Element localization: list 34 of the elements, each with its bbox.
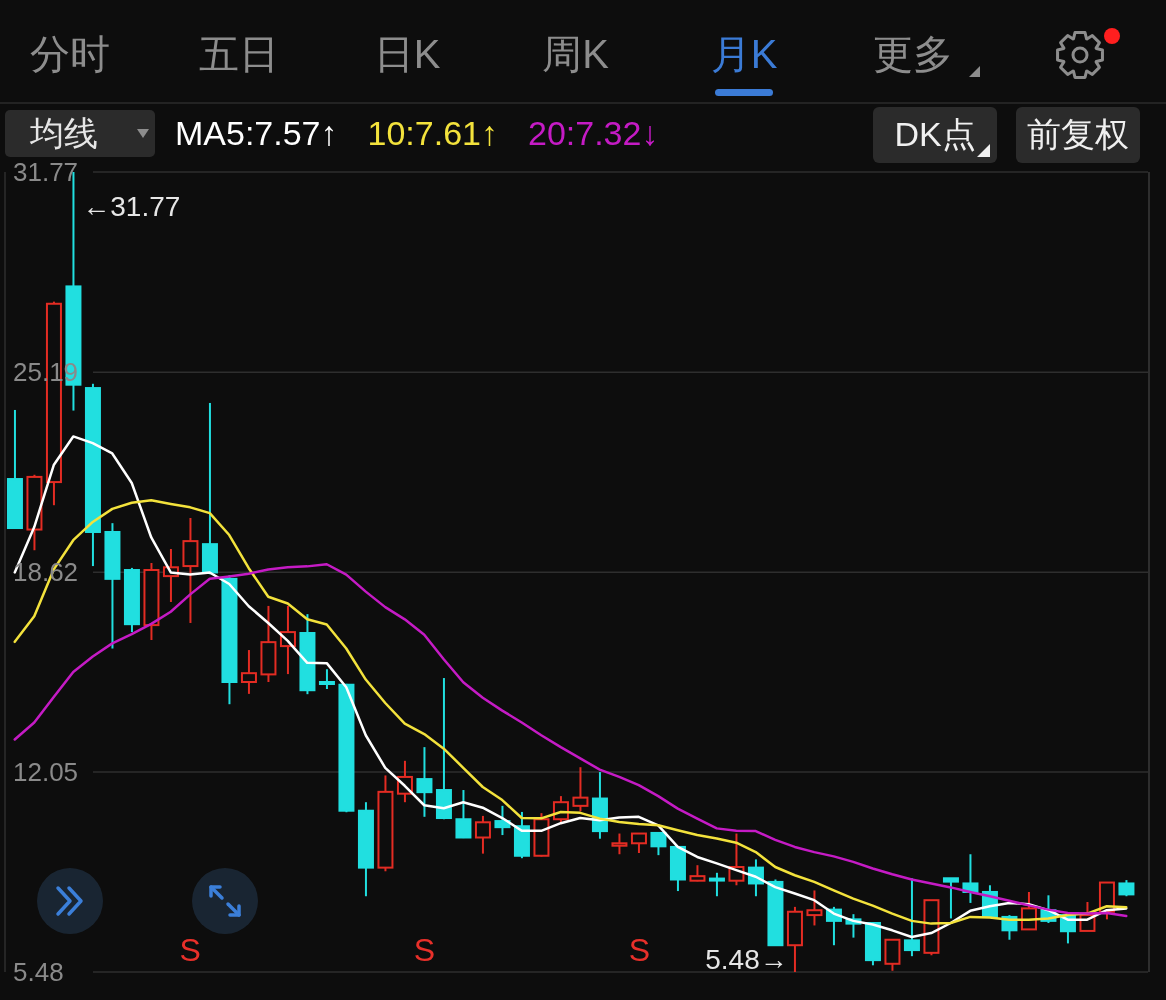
candlestick — [708, 871, 725, 898]
button: 前复权 — [1016, 107, 1140, 163]
text: 日K — [373, 32, 441, 76]
annotation: S — [628, 932, 651, 968]
candlestick — [806, 889, 823, 927]
text: 分时 — [30, 32, 110, 76]
annotation: S — [413, 932, 436, 968]
candlestick — [416, 746, 433, 818]
candlestick — [455, 789, 472, 840]
annotation: S — [179, 932, 201, 968]
legend-title: 均线 — [30, 112, 98, 154]
y-tick-label: 5.48 — [13, 957, 64, 988]
candlestick — [650, 831, 667, 857]
y-tick-label: 31.77 — [13, 157, 79, 188]
candlestick — [630, 832, 647, 855]
candlestick — [474, 814, 491, 855]
candlestick — [942, 877, 959, 920]
button: DK点 — [873, 107, 997, 163]
annotation: ←31.77 — [82, 191, 181, 222]
text: MA5:7.57↑ — [175, 114, 338, 153]
text: 五日 — [198, 32, 279, 76]
candlestick — [494, 804, 511, 837]
annotation: 5.48→ — [705, 944, 788, 975]
text: 更多 — [872, 32, 953, 76]
text: 周K — [542, 32, 609, 76]
candlestick — [318, 668, 335, 690]
text: 20:7.32↓ — [527, 114, 659, 153]
candlestick — [572, 766, 589, 813]
text: 10:7.61↑ — [367, 114, 498, 153]
dropdown: 均线 — [5, 110, 155, 157]
candlestick — [611, 832, 628, 856]
candlestick — [240, 649, 257, 695]
y-tick-label: 12.05 — [13, 757, 79, 788]
text: 月K — [710, 32, 778, 76]
